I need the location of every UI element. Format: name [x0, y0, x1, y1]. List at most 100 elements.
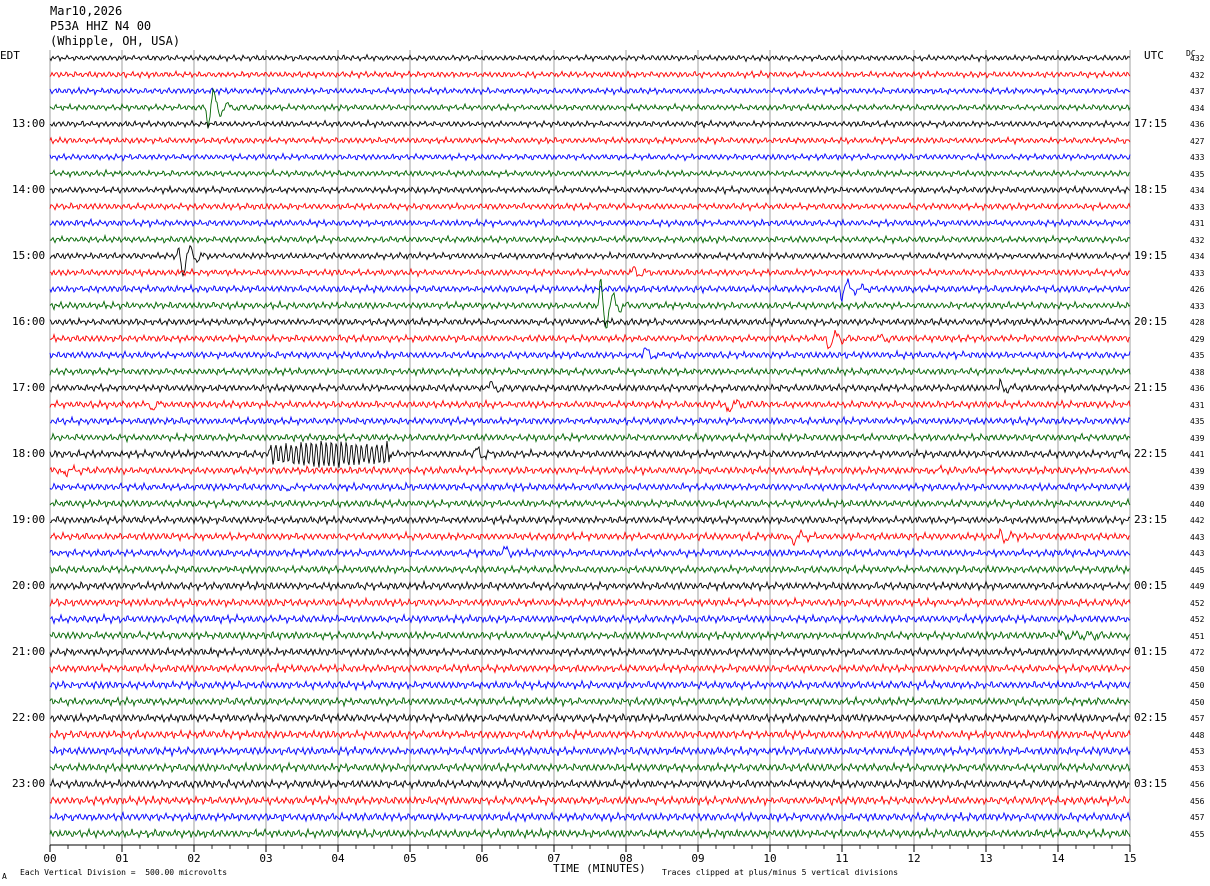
trace-line — [49, 329, 1131, 350]
right-hour-label: 19:15 — [1134, 249, 1168, 262]
trace-line — [49, 440, 1131, 468]
trace-line — [49, 794, 1131, 808]
dc-value: 429 — [1190, 334, 1205, 344]
dc-value: 438 — [1190, 367, 1205, 377]
left-hour-label: 21:00 — [12, 645, 46, 658]
trace-line — [49, 398, 1131, 413]
dc-value: 435 — [1190, 417, 1205, 426]
x-tick-label: 06 — [475, 852, 488, 865]
dc-value: 449 — [1190, 582, 1205, 591]
x-tick-label: 05 — [403, 852, 416, 865]
dc-value: 439 — [1190, 483, 1205, 492]
trace-line — [49, 347, 1131, 361]
trace-line — [49, 463, 1131, 478]
trace-line — [50, 612, 1131, 626]
dc-value: 433 — [1190, 202, 1205, 212]
dc-value: 436 — [1190, 120, 1205, 129]
x-tick-label: 04 — [331, 852, 345, 865]
trace-line — [49, 118, 1131, 130]
dc-value: 428 — [1190, 318, 1205, 327]
trace-line — [49, 201, 1131, 212]
trace-line — [49, 278, 1131, 303]
station-code: P53A HHZ N4 00 — [50, 19, 152, 33]
trace-series — [49, 53, 1131, 840]
x-tick-label: 09 — [691, 852, 704, 865]
left-hour-label: 18:00 — [12, 447, 46, 460]
right-hour-label: 02:15 — [1134, 711, 1168, 724]
right-hour-label: 03:15 — [1134, 777, 1168, 790]
dc-value: 434 — [1190, 103, 1205, 113]
trace-line — [49, 366, 1131, 378]
trace-line — [49, 168, 1131, 179]
scale-note: Each Vertical Division = 500.00 microvol… — [20, 868, 228, 877]
x-tick-label: 14 — [1051, 852, 1065, 865]
trace-line — [49, 711, 1131, 724]
dc-value: 452 — [1190, 598, 1205, 608]
dc-value: 450 — [1190, 664, 1205, 674]
dc-value: 435 — [1190, 351, 1205, 360]
trace-line — [49, 679, 1131, 692]
right-hour-label: 23:15 — [1134, 513, 1168, 526]
dc-value: 445 — [1190, 565, 1205, 575]
dc-value: 443 — [1190, 532, 1205, 542]
left-hour-label: 23:00 — [12, 777, 46, 790]
trace-line — [49, 777, 1131, 791]
dc-value: 431 — [1190, 400, 1205, 410]
trace-line — [49, 87, 1131, 129]
trace-line — [49, 233, 1131, 245]
left-hour-label: 14:00 — [12, 183, 46, 196]
dc-value: 434 — [1190, 252, 1205, 261]
x-tick-label: 01 — [115, 852, 128, 865]
trace-line — [49, 152, 1131, 162]
trace-line — [49, 514, 1131, 526]
x-tick-label: 11 — [835, 852, 848, 865]
left-hour-label: 19:00 — [12, 513, 46, 526]
x-tick-label: 08 — [619, 852, 632, 865]
left-hour-label: 15:00 — [12, 249, 46, 262]
dc-value: 434 — [1190, 186, 1205, 195]
corner-mark: A — [2, 872, 7, 881]
plot-date: Mar10,2026 — [50, 4, 123, 18]
left-timezone-label: EDT — [0, 49, 20, 62]
left-hour-label: 13:00 — [12, 117, 46, 130]
x-axis-title: TIME (MINUTES) — [553, 862, 646, 875]
left-hour-label: 22:00 — [12, 711, 46, 724]
dc-value: 439 — [1190, 466, 1205, 476]
trace-line — [49, 244, 1131, 278]
trace-line — [49, 646, 1131, 659]
trace-line — [49, 596, 1131, 609]
trace-line — [49, 745, 1131, 758]
x-tick-label: 15 — [1123, 852, 1136, 865]
dc-value: 440 — [1190, 499, 1205, 509]
left-hour-label: 20:00 — [12, 579, 46, 592]
dc-value: 472 — [1190, 648, 1205, 657]
dc-value: 431 — [1190, 219, 1205, 228]
trace-line — [49, 316, 1131, 328]
dc-value: 441 — [1190, 450, 1205, 459]
dc-value: 437 — [1190, 87, 1205, 96]
dc-value: 443 — [1190, 549, 1205, 558]
trace-line — [49, 135, 1131, 146]
dc-value: 453 — [1190, 763, 1205, 773]
dc-value: 453 — [1190, 747, 1205, 756]
right-timezone-label: UTC — [1144, 49, 1164, 62]
trace-line — [50, 415, 1131, 427]
trace-line — [49, 579, 1131, 593]
trace-line — [49, 266, 1131, 278]
dc-value: 451 — [1190, 631, 1205, 641]
dc-value: 439 — [1190, 433, 1205, 443]
right-hour-label: 20:15 — [1134, 315, 1168, 328]
dc-value: 457 — [1190, 813, 1205, 822]
x-tick-label: 03 — [259, 852, 272, 865]
dc-value: 432 — [1190, 54, 1205, 63]
clip-note: Traces clipped at plus/minus 5 vertical … — [662, 868, 899, 877]
dc-value: 426 — [1190, 285, 1205, 294]
dc-value: 427 — [1190, 136, 1205, 146]
x-tick-label: 12 — [907, 852, 920, 865]
dc-value: 433 — [1190, 153, 1205, 162]
trace-line — [49, 826, 1131, 840]
trace-line — [49, 53, 1130, 63]
right-hour-label: 17:15 — [1134, 117, 1168, 130]
x-tick-label: 02 — [187, 852, 200, 865]
